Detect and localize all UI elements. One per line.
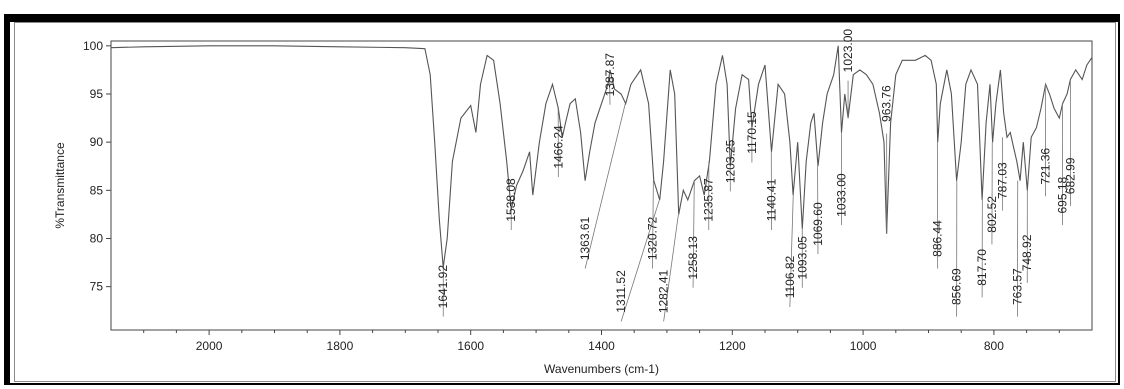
peak-leader (609, 69, 611, 105)
x-tick-label: 1800 (327, 339, 354, 353)
peak-label: 1363.61 (578, 216, 592, 260)
series-layer (110, 45, 1093, 268)
x-tick-label: 1400 (588, 339, 615, 353)
peak-label: 682.99 (1063, 157, 1077, 194)
peak-label: 1069.60 (811, 202, 825, 246)
peak-label: 1258.13 (686, 236, 700, 280)
peak-label: 763.57 (1010, 268, 1024, 305)
spectrum-line (110, 45, 1093, 268)
y-tick-label: 100 (83, 39, 103, 53)
peak-label: 1311.52 (614, 270, 628, 313)
outer-frame (4, 14, 1120, 385)
peak-label: 1140.41 (765, 178, 779, 221)
peak-leader (789, 195, 794, 308)
peak-label: 1538.08 (504, 178, 518, 222)
y-tick-label: 75 (90, 280, 104, 294)
peak-label: 1466.24 (551, 125, 565, 169)
x-tick-label: 1600 (457, 339, 484, 353)
peak-label: 1023.00 (841, 29, 855, 73)
peak-label: 1282.41 (657, 269, 671, 313)
y-axis-title: %Transmittance (53, 142, 67, 229)
peak-label: 1203.25 (723, 139, 737, 183)
axes: 75 80 85 90 95 100 2000 1800 1600 1400 1200 1000 800 (83, 39, 1093, 353)
y-tick-label: 90 (90, 135, 104, 149)
x-tick-label: 1200 (719, 339, 746, 353)
peak-labels: 1641.92 1538.08 1466.24 1387.87 1363.61 1311.… (436, 29, 1077, 322)
peak-label: 802.52 (985, 196, 999, 233)
peak-label: 1320.72 (646, 216, 660, 260)
peak-label: 1093.05 (795, 236, 809, 280)
peak-label: 1106.82 (783, 255, 797, 298)
x-axis-title: Wavenumbers (cm-1) (544, 362, 659, 376)
plot-frame (110, 40, 1093, 331)
chart-panel (14, 22, 1116, 382)
peak-label: 787.03 (995, 162, 1009, 199)
peak-label: 748.92 (1020, 234, 1034, 271)
peak-label: 695.18 (1056, 176, 1070, 213)
peak-label: 1641.92 (436, 265, 450, 309)
peak-leader (692, 180, 695, 288)
peak-label: 1033.00 (835, 173, 849, 217)
x-tick-label: 1000 (850, 339, 877, 353)
peak-label: 1170.15 (745, 111, 759, 154)
peak-label: 963.76 (880, 85, 894, 122)
x-tick-label: 800 (984, 339, 1004, 353)
peak-label: 886.44 (931, 220, 945, 257)
y-tick-label: 85 (90, 183, 104, 197)
peak-leader (652, 180, 654, 269)
peak-label: 1235.87 (702, 178, 716, 222)
peak-label: 1387.87 (603, 53, 617, 97)
x-tick-label: 2000 (196, 339, 223, 353)
peak-label: 817.70 (975, 249, 989, 286)
peak-leader (584, 103, 626, 269)
y-tick-label: 80 (90, 231, 104, 245)
peak-label: 721.36 (1039, 148, 1053, 185)
peak-leader (663, 214, 679, 322)
peak-label: 856.69 (950, 268, 964, 305)
y-tick-label: 95 (90, 87, 104, 101)
